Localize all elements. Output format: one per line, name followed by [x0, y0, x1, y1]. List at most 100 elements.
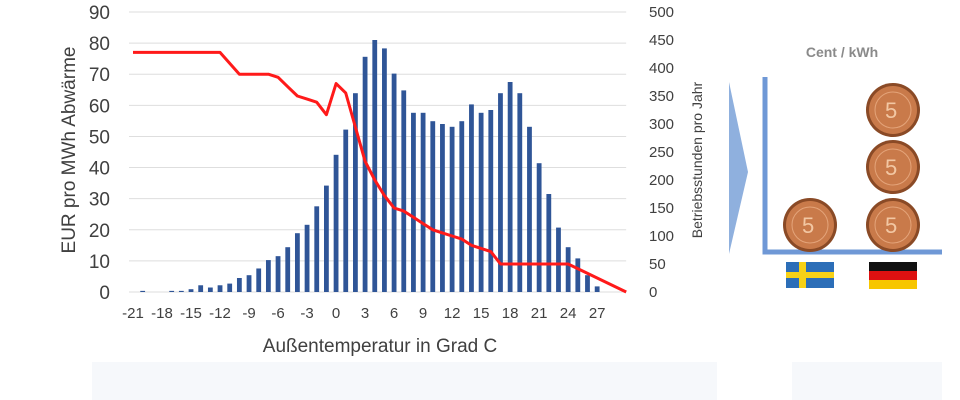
- x-tick-label: 24: [560, 305, 577, 322]
- coin-value: 5: [802, 213, 814, 238]
- right-tick-label: 400: [649, 60, 674, 77]
- coin-face: [869, 86, 917, 134]
- bar: [469, 104, 474, 293]
- bar: [536, 163, 542, 292]
- bar: [333, 154, 339, 292]
- coin-inner-ring: [874, 206, 912, 244]
- x-tick-label: -3: [300, 305, 313, 322]
- bar: [420, 112, 426, 292]
- left-tick-label: 90: [89, 3, 110, 24]
- right-tick-label: 150: [649, 200, 674, 217]
- cent-per-kwh-label: Cent / kWh: [806, 44, 878, 60]
- bar: [285, 247, 291, 292]
- bar: [217, 285, 223, 292]
- right-tick-label: 300: [649, 116, 674, 133]
- x-tick-label: 6: [390, 305, 398, 322]
- coin-inner-ring: [791, 206, 829, 244]
- x-tick-label: -21: [122, 305, 144, 322]
- x-tick-label: 12: [444, 305, 461, 322]
- left-tick-label: 10: [89, 252, 110, 273]
- coin-sweden: 5: [783, 198, 837, 252]
- coin-face: [786, 201, 834, 249]
- x-tick-label: 0: [332, 305, 340, 322]
- gridlines: [129, 11, 627, 293]
- bar: [411, 112, 416, 292]
- right-axis-title: Betriebsstunden pro Jahr: [689, 81, 705, 238]
- axes-bracket: [762, 77, 942, 255]
- bar: [236, 278, 242, 292]
- x-tick-label: 27: [589, 305, 606, 322]
- bar: [488, 110, 494, 292]
- germany-flag: [869, 262, 917, 289]
- line-series-path: [133, 50, 627, 294]
- bar: [527, 126, 532, 292]
- bar: [517, 93, 523, 292]
- bar: [188, 289, 194, 292]
- bar: [256, 268, 262, 292]
- bar: [575, 258, 581, 292]
- bar: [227, 283, 233, 292]
- coin-value: 5: [885, 98, 897, 123]
- left-tick-label: 50: [89, 127, 110, 148]
- bar: [265, 260, 271, 292]
- right-axis-ticks: 0 50 100 150 200 250 300 350 400 450 500: [649, 4, 674, 301]
- bar: [594, 286, 600, 292]
- x-axis-title: Außentemperatur in Grad C: [263, 336, 497, 357]
- right-tick-label: 0: [649, 284, 657, 301]
- left-tick-label: 80: [89, 34, 110, 55]
- right-tick-label: 450: [649, 32, 674, 49]
- bar: [353, 93, 358, 292]
- right-tick-label: 250: [649, 144, 674, 161]
- bar: [585, 275, 590, 292]
- chevron-arrow-icon: [729, 82, 748, 254]
- bar: [391, 73, 397, 292]
- bar: [343, 129, 349, 292]
- bar: [372, 40, 378, 292]
- bar: [140, 290, 146, 292]
- bar: [478, 112, 484, 292]
- line-series: [133, 50, 627, 294]
- x-tick-label: -6: [271, 305, 284, 322]
- x-tick-label: 3: [361, 305, 369, 322]
- x-tick-label: -18: [151, 305, 173, 322]
- coin-face: [869, 201, 917, 249]
- x-tick-label: 15: [473, 305, 490, 322]
- sweden-flag: [786, 262, 834, 288]
- coin-germany-middle: 5: [866, 140, 920, 194]
- bar: [382, 48, 387, 293]
- right-tick-label: 200: [649, 172, 674, 189]
- bar: [314, 206, 320, 292]
- right-tick-label: 50: [649, 256, 666, 273]
- bar: [459, 121, 465, 292]
- x-tick-label: -12: [209, 305, 231, 322]
- footer-band-left: [92, 362, 717, 400]
- right-tick-label: 500: [649, 4, 674, 21]
- bar: [207, 287, 213, 292]
- bar: [440, 124, 445, 292]
- left-tick-label: 20: [89, 221, 110, 242]
- bar: [198, 285, 204, 292]
- bar: [178, 290, 184, 292]
- bar: [294, 233, 300, 292]
- left-tick-label: 70: [89, 65, 110, 86]
- x-tick-label: -9: [242, 305, 255, 322]
- x-tick-label: 21: [531, 305, 548, 322]
- bar: [275, 256, 281, 292]
- bar: [498, 93, 503, 292]
- left-tick-label: 0: [99, 283, 110, 304]
- right-tick-label: 350: [649, 88, 674, 105]
- bar: [246, 275, 252, 292]
- bar: [449, 126, 455, 292]
- bar: [401, 90, 407, 293]
- x-axis-ticks: -21 -18 -15 -12 -9 -6 -3 0 3 6 9 12 15 18 21 24 27: [122, 305, 605, 322]
- coin-inner-ring: [874, 91, 912, 129]
- left-tick-label: 40: [89, 159, 110, 180]
- x-tick-label: 18: [502, 305, 519, 322]
- bar: [556, 227, 561, 292]
- x-tick-label: -15: [180, 305, 202, 322]
- bar: [565, 247, 571, 292]
- bar: [507, 82, 513, 292]
- right-tick-label: 100: [649, 228, 674, 245]
- left-tick-label: 60: [89, 96, 110, 117]
